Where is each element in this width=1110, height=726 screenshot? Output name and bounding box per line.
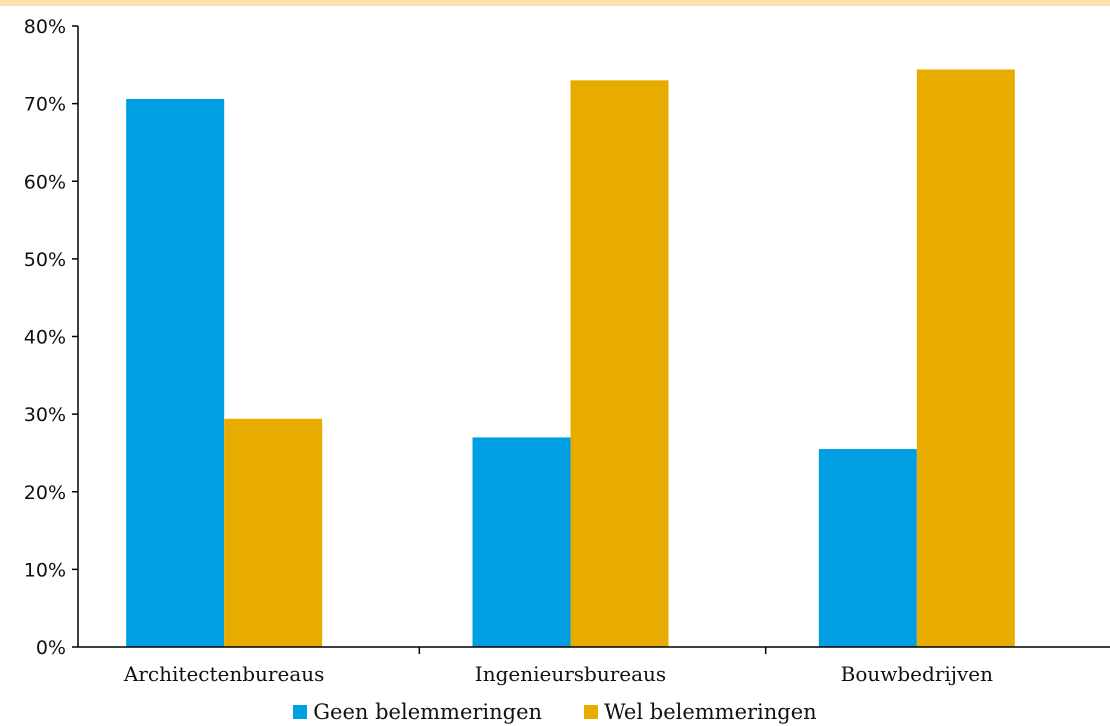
bar-wel-bouwbedrijven [916,69,1015,648]
bar-wel-architectenbureaus [224,418,323,647]
bar-chart: 0% 10% 20% 30% 40% 50% 60% 70% 80% Architectenbur… [24,16,1110,686]
legend-item-geen: Geen belemmeringen [293,700,542,724]
legend: Geen belemmeringen Wel belemmeringen [0,698,1110,726]
legend-swatch-wel [584,705,599,719]
x-category-label: Ingenieursbureaus [475,662,666,686]
x-category-label: Architectenbureaus [123,662,324,686]
y-tick-label: 20% [24,482,66,504]
legend-label-geen: Geen belemmeringen [313,700,543,724]
y-tick-label: 80% [24,16,66,38]
x-category-label: Bouwbedrijven [841,662,993,686]
y-tick-label: 50% [24,249,66,271]
bar-geen-architectenbureaus [126,98,225,647]
y-tick-label: 40% [24,327,66,349]
y-tick-label: 70% [24,94,66,116]
y-tick-label: 60% [24,171,66,193]
bar-geen-bouwbedrijven [818,449,917,647]
y-tick-label: 0% [36,637,66,659]
legend-label-wel: Wel belemmeringen [604,700,817,724]
legend-swatch-geen [293,705,308,719]
bar-geen-ingenieursbureaus [472,437,571,647]
y-tick-label: 30% [24,404,66,426]
legend-item-wel: Wel belemmeringen [584,700,817,724]
y-tick-label: 10% [24,559,66,581]
bar-wel-ingenieursbureaus [570,80,669,647]
